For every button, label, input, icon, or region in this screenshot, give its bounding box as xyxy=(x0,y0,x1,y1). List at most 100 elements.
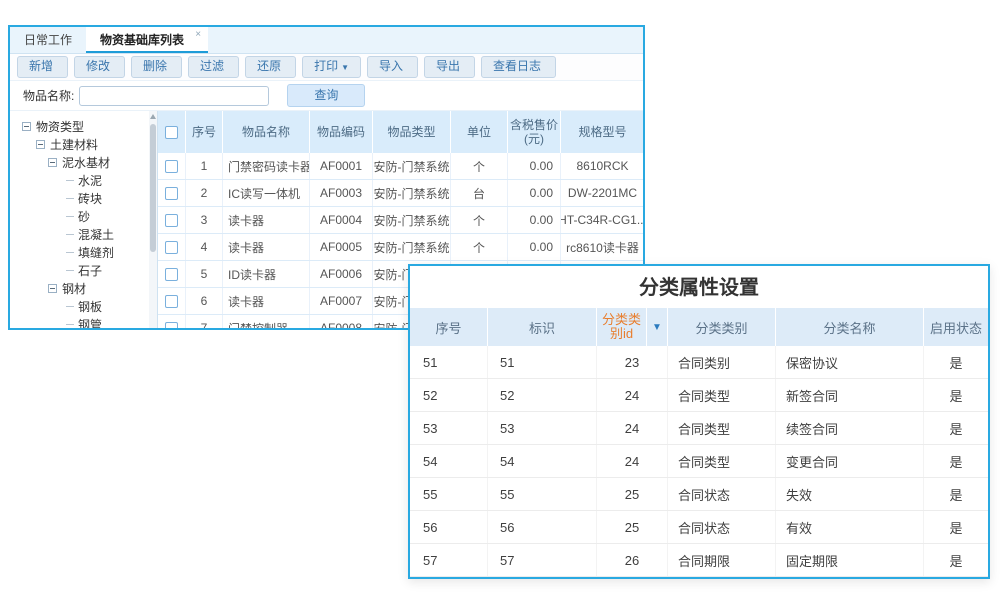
cell-item-code-link[interactable]: AF0001 xyxy=(310,153,373,179)
tab-materials-library[interactable]: 物资基础库列表 × xyxy=(86,27,209,53)
row-checkbox[interactable] xyxy=(165,321,178,328)
header-status: 启用状态 xyxy=(929,320,982,336)
toolbar-button[interactable]: 导入 xyxy=(367,56,419,78)
cell-category-name: 固定期限 xyxy=(776,544,924,576)
tree-node-grout[interactable]: 填缝剂 xyxy=(10,243,157,261)
row-checkbox[interactable] xyxy=(165,213,178,227)
collapse-icon[interactable] xyxy=(22,121,31,131)
cell-item-name-link[interactable]: 读卡器 xyxy=(223,288,310,314)
cell-category-id: 24 xyxy=(597,445,668,477)
row-checkbox[interactable] xyxy=(165,186,178,200)
category-table-header: 序号 标识 分类类别id ▼ 分类类别 分类名称 启用状态 xyxy=(410,308,988,346)
cell-item-code-link[interactable]: AF0005 xyxy=(310,234,373,260)
row-checkbox[interactable] xyxy=(165,267,178,281)
cell-price: 0.00 xyxy=(508,234,561,260)
scrollbar-thumb[interactable] xyxy=(150,124,156,252)
cell-category-id: 26 xyxy=(597,544,668,576)
query-button[interactable]: 查询 xyxy=(287,84,366,107)
tab-label: 物资基础库列表 xyxy=(100,33,185,47)
tree-node-brick[interactable]: 砖块 xyxy=(10,189,157,207)
tree-node-steel[interactable]: 钢材 xyxy=(10,279,157,297)
select-all-checkbox[interactable] xyxy=(165,125,178,139)
tree-branch-line xyxy=(66,233,74,235)
cell-item-code-link[interactable]: AF0008 xyxy=(310,315,373,328)
tree-node-civil-materials[interactable]: 土建材料 xyxy=(10,135,157,153)
tree-node-cement[interactable]: 水泥 xyxy=(10,171,157,189)
cell-category-name: 失效 xyxy=(776,478,924,510)
table-row[interactable]: 1 门禁密码读卡器 AF0001 安防-门禁系统 个 0.00 8610RCK xyxy=(158,153,643,180)
item-name-input[interactable] xyxy=(79,85,270,106)
tree-node-material-type[interactable]: 物资类型 xyxy=(10,117,157,135)
cell-item-name-link[interactable]: 门禁控制器 xyxy=(223,315,310,328)
header-category-id-sortable[interactable]: 分类类别id ▼ xyxy=(597,308,668,346)
collapse-icon[interactable] xyxy=(48,157,57,167)
cell-item-code-link[interactable]: AF0007 xyxy=(310,288,373,314)
cell-item-name-link[interactable]: ID读卡器 xyxy=(223,261,310,287)
table-row[interactable]: 56 56 25 合同状态 有效 是 xyxy=(410,511,988,544)
sort-zone[interactable]: ▼ xyxy=(646,308,667,346)
table-row[interactable]: 3 读卡器 AF0004 安防-门禁系统 个 0.00 HT-C34R-CG1.… xyxy=(158,207,643,234)
cell-num: 6 xyxy=(186,288,223,314)
dropdown-arrow-icon: ▼ xyxy=(341,63,350,72)
cell-item-name-link[interactable]: 读卡器 xyxy=(223,234,310,260)
cell-item-name-link[interactable]: 门禁密码读卡器 xyxy=(223,153,310,179)
table-row[interactable]: 2 IC读写一体机 AF0003 安防-门禁系统 台 0.00 DW-2201M… xyxy=(158,180,643,207)
cell-status: 是 xyxy=(949,388,963,404)
tree-node-gravel[interactable]: 石子 xyxy=(10,261,157,279)
cell-item-type: 安防-门禁系统 xyxy=(373,153,451,179)
materials-list-window: 日常工作 物资基础库列表 × 新增 修改 删除 过滤 还原 打印 ▼ 导入 导出 … xyxy=(8,25,645,330)
cell-item-code-link[interactable]: AF0004 xyxy=(310,207,373,233)
cell-item-code-link[interactable]: AF0003 xyxy=(310,180,373,206)
table-row[interactable]: 52 52 24 合同类型 新签合同 是 xyxy=(410,379,988,412)
cell-category: 合同类型 xyxy=(668,379,776,411)
table-row[interactable]: 51 51 23 合同类别 保密协议 是 xyxy=(410,346,988,379)
cell-category-name: 续签合同 xyxy=(776,412,924,444)
toolbar-button[interactable]: 新增 xyxy=(17,56,69,78)
table-row[interactable]: 55 55 25 合同状态 失效 是 xyxy=(410,478,988,511)
toolbar-button[interactable]: 修改 xyxy=(74,56,126,78)
table-row[interactable]: 54 54 24 合同类型 变更合同 是 xyxy=(410,445,988,478)
tree-scrollbar[interactable] xyxy=(149,111,157,328)
cell-mark: 55 xyxy=(488,478,597,510)
cell-category: 合同类型 xyxy=(668,412,776,444)
cell-category-id: 24 xyxy=(597,412,668,444)
cell-item-code-link[interactable]: AF0006 xyxy=(310,261,373,287)
toolbar-button[interactable]: 打印 ▼ xyxy=(302,56,362,78)
cell-price: 0.00 xyxy=(508,207,561,233)
cell-item-name-link[interactable]: IC读写一体机 xyxy=(223,180,310,206)
tab-daily-work[interactable]: 日常工作 xyxy=(24,33,73,47)
cell-status: 是 xyxy=(949,553,963,569)
row-checkbox[interactable] xyxy=(165,294,178,308)
row-checkbox[interactable] xyxy=(165,159,178,173)
cell-category-name: 新签合同 xyxy=(776,379,924,411)
cell-spec: rc8610读卡器 xyxy=(566,240,639,255)
cell-num: 53 xyxy=(410,412,488,444)
table-row[interactable]: 57 57 26 合同期限 固定期限 是 xyxy=(410,544,988,577)
tree-node-concrete[interactable]: 混凝土 xyxy=(10,225,157,243)
cell-category-id: 25 xyxy=(597,511,668,543)
tree-node-steel-pipe[interactable]: 钢管 xyxy=(10,315,157,328)
table-row[interactable]: 53 53 24 合同类型 续签合同 是 xyxy=(410,412,988,445)
cell-category-id: 23 xyxy=(597,346,668,378)
toolbar-button[interactable]: 导出 xyxy=(424,56,476,78)
tree-node-steel-plate[interactable]: 钢板 xyxy=(10,297,157,315)
row-checkbox[interactable] xyxy=(165,240,178,254)
toolbar-button[interactable]: 删除 xyxy=(131,56,183,78)
cell-mark: 51 xyxy=(488,346,597,378)
toolbar-button[interactable]: 还原 xyxy=(245,56,297,78)
tree-branch-line xyxy=(66,305,74,307)
items-table-body: 1 门禁密码读卡器 AF0001 安防-门禁系统 个 0.00 8610RCK … xyxy=(158,153,643,328)
tree-node-masonry-base[interactable]: 泥水基材 xyxy=(10,153,157,171)
cell-unit: 个 xyxy=(451,234,508,260)
table-row[interactable]: 4 读卡器 AF0005 安防-门禁系统 个 0.00 rc8610读卡器 xyxy=(158,234,643,261)
tree-node-sand[interactable]: 砂 xyxy=(10,207,157,225)
toolbar-button[interactable]: 查看日志 xyxy=(481,56,557,78)
close-icon[interactable]: × xyxy=(195,29,202,40)
cell-item-name-link[interactable]: 读卡器 xyxy=(223,207,310,233)
collapse-icon[interactable] xyxy=(36,139,45,149)
cell-mark: 52 xyxy=(488,379,597,411)
scroll-up-icon[interactable] xyxy=(150,114,156,119)
collapse-icon[interactable] xyxy=(48,283,57,293)
toolbar-button[interactable]: 过滤 xyxy=(188,56,240,78)
cell-category: 合同状态 xyxy=(668,478,776,510)
